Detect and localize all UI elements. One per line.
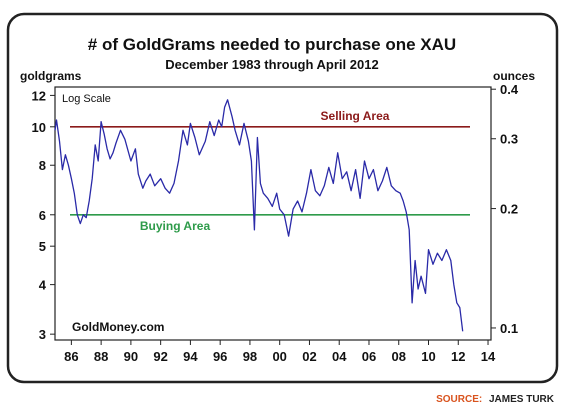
x-tick-label: 88 [94,349,108,364]
y-tick-label-left: 5 [39,239,46,254]
y-tick-label-left: 12 [32,88,46,103]
y-tick-label-left: 3 [39,327,46,342]
y-tick-label-left: 8 [39,158,46,173]
y-tick-label-left: 10 [32,120,46,135]
x-tick-label: 00 [272,349,286,364]
x-tick-label: 98 [243,349,257,364]
y-axis-ticks-right: 0.1 0.2 0.3 0.4 [491,82,519,336]
x-tick-label: 02 [302,349,316,364]
plot-area [54,86,492,341]
watermark: GoldMoney.com [72,320,164,334]
x-tick-label: 94 [183,349,198,364]
x-tick-label: 08 [392,349,406,364]
x-tick-label: 06 [362,349,376,364]
y-tick-label-left: 4 [39,278,47,293]
series-line-0 [54,99,464,332]
x-tick-label: 86 [64,349,78,364]
y-axis-label-left: goldgrams [20,69,82,83]
selling-area-label: Selling Area [321,109,390,123]
x-tick-label: 92 [153,349,167,364]
y-axis-ticks-left: 3 4 5 6 8 10 12 [32,88,55,342]
x-tick-label: 04 [332,349,347,364]
y-tick-label-right: 0.4 [500,82,519,97]
x-tick-label: 90 [124,349,138,364]
chart-title: # of GoldGrams needed to purchase one XA… [88,35,456,54]
x-axis-ticks: 86 88 90 92 94 96 98 00 02 04 06 08 10 12 14 [64,340,496,364]
log-scale-note: Log Scale [62,93,111,105]
x-tick-label: 10 [421,349,435,364]
chart-subtitle: December 1983 through April 2012 [165,57,378,72]
buying-area-label: Buying Area [140,219,211,233]
y-tick-label-right: 0.3 [500,132,518,147]
y-tick-label-right: 0.2 [500,202,518,217]
source-prefix: SOURCE: [436,394,482,405]
y-tick-label-right: 0.1 [500,321,518,336]
source-name: JAMES TURK [489,394,555,405]
y-tick-label-left: 6 [39,208,46,223]
source-label: SOURCE: JAMES TURK [436,394,555,405]
x-tick-label: 96 [213,349,227,364]
reference-lines: Selling Area Buying Area [70,109,470,233]
series-layer [54,99,464,332]
x-tick-label: 14 [481,349,496,364]
x-tick-label: 12 [451,349,465,364]
y-axis-label-right: ounces [493,69,535,83]
